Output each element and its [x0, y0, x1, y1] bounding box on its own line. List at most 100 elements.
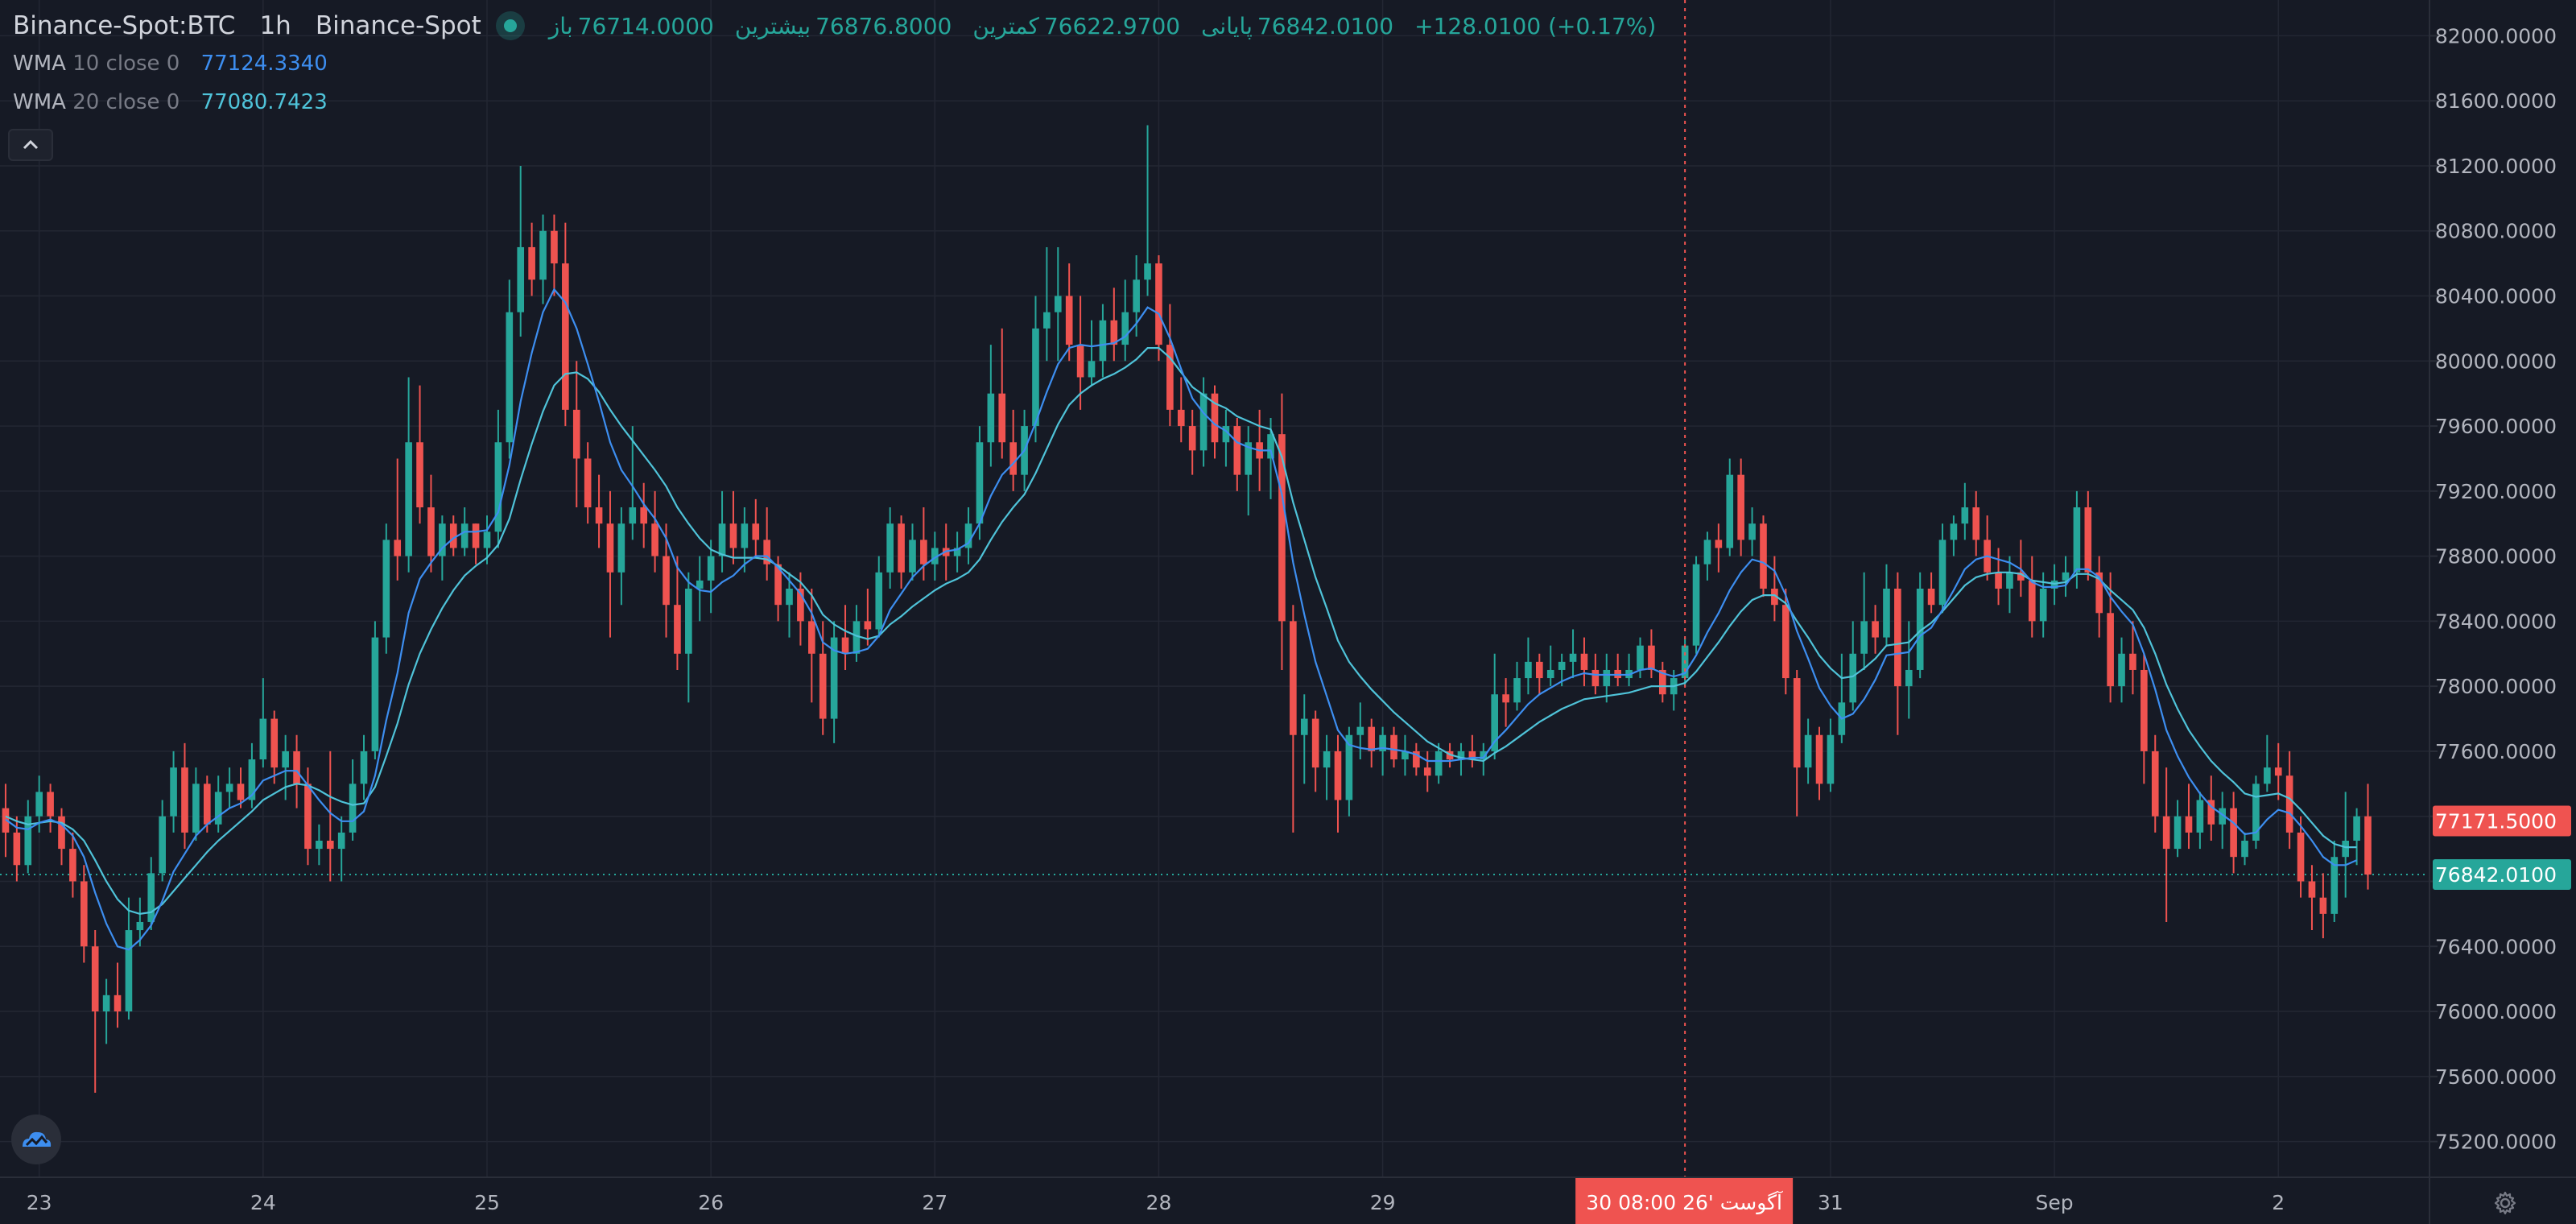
candle-body	[584, 458, 592, 508]
candle-body	[886, 523, 894, 573]
candle-body	[1076, 345, 1084, 378]
candle-body	[517, 246, 525, 312]
candle-body	[1222, 426, 1230, 443]
candle-body	[1659, 669, 1666, 695]
candle-body	[852, 621, 861, 654]
candle-body	[439, 523, 446, 556]
candle-body	[1760, 523, 1767, 589]
candle-body	[494, 442, 502, 532]
time-tick-label: 23	[27, 1191, 52, 1214]
logo-button[interactable]	[11, 1114, 61, 1164]
candle-body	[91, 946, 99, 1012]
time-tick-label: 28	[1146, 1191, 1172, 1214]
candle-body	[841, 637, 849, 654]
candle-body	[2162, 816, 2170, 850]
candle-body	[528, 246, 535, 280]
price-label-badge	[2433, 858, 2571, 890]
candle-body	[1413, 751, 1420, 768]
candle-body	[2219, 808, 2227, 825]
candle-body	[2364, 816, 2372, 875]
candle-body	[2285, 775, 2293, 833]
candle-body	[830, 637, 838, 719]
change-value: +128.0100 (+0.17%)	[1414, 12, 1657, 39]
candle-body	[1054, 296, 1062, 312]
candle-body	[1938, 540, 1946, 606]
candle-body	[2084, 507, 2092, 573]
candle-body	[13, 832, 21, 866]
candle-body	[181, 767, 188, 833]
indicator-wma10[interactable]: WMA 10 close 0 77124.3340	[13, 52, 328, 76]
candle-body	[1961, 507, 1969, 524]
candle-body	[1637, 645, 1644, 670]
candle-body	[337, 832, 345, 850]
time-axis[interactable]: 23 24 25 26 27 28 29 31 Sep 2	[0, 1176, 2576, 1214]
grid	[0, 0, 2429, 1177]
price-tick-label: 80000.0000	[2435, 349, 2557, 373]
candle-body	[2264, 767, 2271, 784]
price-axis[interactable]: 82000.0000 81600.0000 81200.0000 80800.0000…	[2429, 0, 2576, 1224]
price-tick-label: 76400.0000	[2435, 935, 2557, 958]
candle-body	[282, 751, 289, 768]
candle-body	[1726, 474, 1734, 548]
candle-body	[2006, 572, 2013, 589]
candle-body	[920, 540, 927, 564]
candle-body	[483, 531, 491, 548]
candle-body	[707, 556, 715, 581]
candle-body	[259, 718, 267, 760]
candle-body	[1032, 328, 1039, 427]
candle-body	[1334, 751, 1342, 800]
candle-body	[1591, 669, 1600, 687]
candle-body	[125, 930, 133, 1012]
interval-label[interactable]: 1h	[259, 11, 291, 40]
open-value: 76714.0000	[577, 12, 714, 39]
crosshair-time-badge	[1575, 1177, 1794, 1224]
collapse-legend-button[interactable]	[8, 129, 53, 161]
candle-body	[1345, 734, 1353, 800]
indicator-wma20[interactable]: WMA 20 close 0 77080.7423	[13, 90, 328, 114]
candle-body	[606, 523, 614, 573]
candle-body	[472, 523, 480, 548]
candle-body	[2039, 589, 2047, 622]
gear-icon	[2494, 1191, 2516, 1215]
candle-body	[2353, 816, 2360, 841]
candle-body	[763, 540, 770, 564]
candle-body	[2062, 572, 2070, 581]
candle-body	[931, 548, 939, 564]
candle-body	[651, 523, 658, 556]
indicator-value: 77080.7423	[200, 90, 328, 114]
price-tick-label: 76000.0000	[2435, 1000, 2557, 1023]
candle-body	[2252, 784, 2260, 841]
candle-body	[2274, 767, 2282, 776]
candle-body	[1121, 312, 1129, 345]
candle-body	[1502, 694, 1509, 703]
candle-body	[1513, 678, 1521, 703]
high-value: 76876.8000	[815, 12, 952, 39]
time-tick-label: 24	[250, 1191, 276, 1214]
candle-body	[2140, 669, 2148, 751]
candle-body	[449, 523, 457, 548]
candle-body	[1278, 434, 1286, 622]
candle-body	[595, 507, 603, 524]
candle-body	[729, 523, 737, 548]
candle-body	[2017, 572, 2025, 581]
candle-body	[2308, 881, 2316, 898]
wma-lines	[5, 287, 2358, 951]
candle-body	[572, 409, 580, 459]
candle-body	[1603, 669, 1611, 687]
close-value: 76842.0100	[1257, 12, 1394, 39]
candle-body	[1737, 474, 1744, 540]
time-tick-label: Sep	[2036, 1191, 2074, 1214]
candle-body	[114, 994, 122, 1012]
settings-button[interactable]	[2489, 1187, 2521, 1219]
price-tick-label: 75600.0000	[2435, 1065, 2557, 1089]
candle-body	[539, 230, 547, 280]
symbol-name[interactable]: Binance-Spot:BTC	[13, 11, 236, 40]
price-tick-label: 79200.0000	[2435, 480, 2557, 503]
candle-body	[1972, 507, 1980, 540]
candle-body	[326, 840, 334, 850]
candle-body	[1793, 678, 1801, 768]
candle-body	[998, 393, 1006, 443]
price-tick-label: 75200.0000	[2435, 1131, 2557, 1154]
